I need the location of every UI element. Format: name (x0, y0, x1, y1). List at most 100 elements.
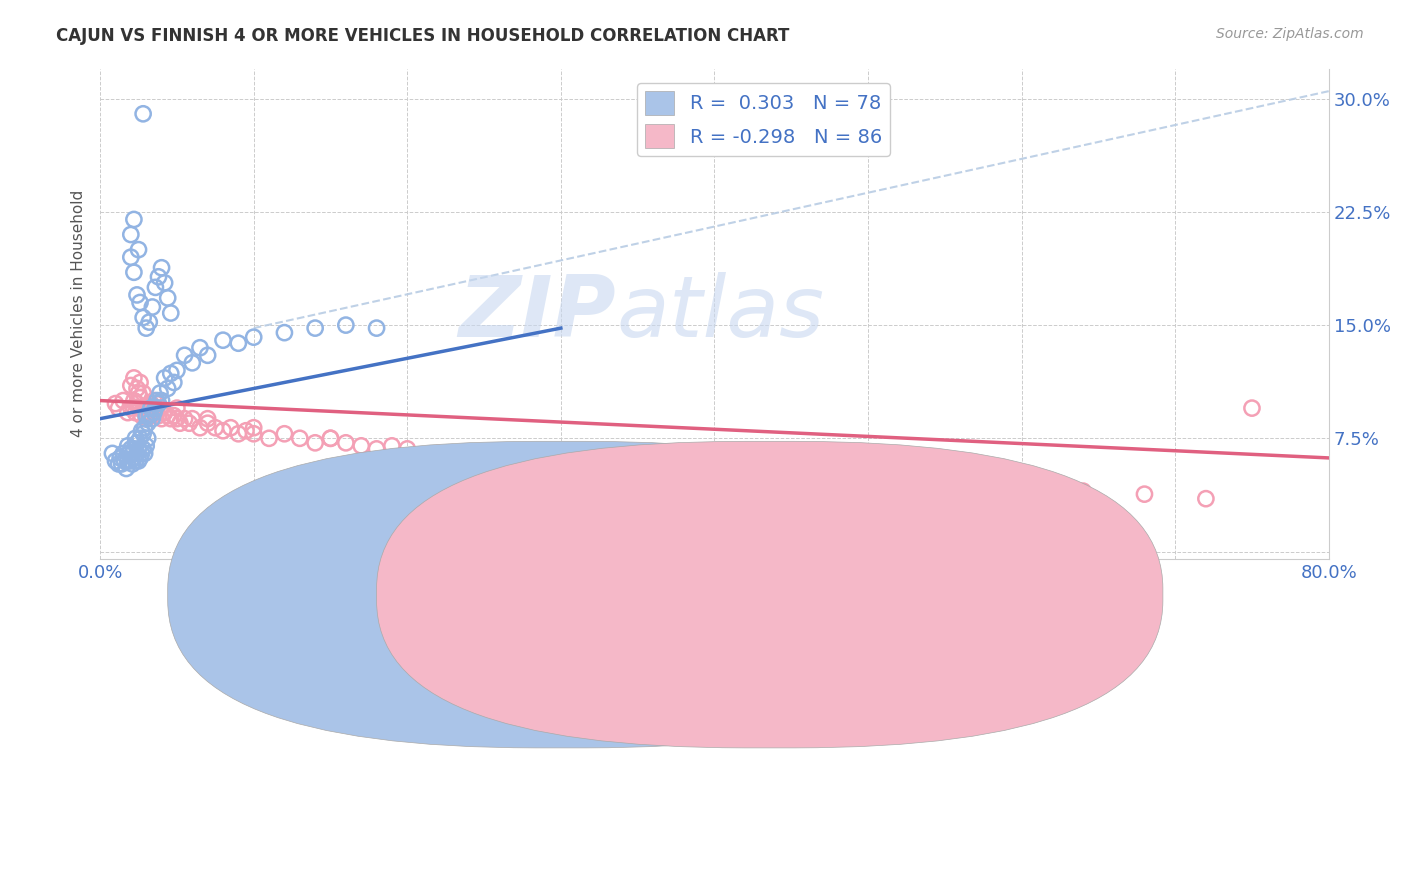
Point (138, 406, 160, 420)
Point (120, 378, 142, 392)
Point (212, 424, 235, 438)
Point (120, 250, 142, 264)
Point (949, 481, 972, 495)
Point (366, 442, 388, 456)
Point (142, 393, 165, 408)
Point (128, 386, 150, 401)
Point (118, 446, 141, 460)
Point (153, 276, 176, 290)
Text: Cajuns: Cajuns (586, 593, 647, 611)
Point (887, 476, 910, 491)
Point (228, 426, 250, 441)
Point (134, 446, 156, 460)
Point (122, 393, 145, 408)
Point (134, 406, 156, 420)
Point (128, 454, 150, 468)
Point (319, 431, 342, 445)
Point (132, 107, 155, 121)
Point (304, 435, 326, 450)
Point (703, 466, 725, 480)
Point (153, 371, 176, 385)
Text: CAJUN VS FINNISH 4 OR MORE VEHICLES IN HOUSEHOLD CORRELATION CHART: CAJUN VS FINNISH 4 OR MORE VEHICLES IN H… (56, 27, 790, 45)
Point (181, 356, 204, 370)
Point (734, 466, 756, 480)
Point (159, 411, 181, 425)
Point (197, 416, 219, 430)
Point (156, 409, 179, 423)
Point (132, 442, 155, 456)
Point (242, 421, 264, 435)
Point (148, 396, 170, 410)
Point (304, 321, 326, 335)
Point (181, 411, 204, 425)
Text: ZIP: ZIP (458, 272, 616, 355)
Point (204, 421, 226, 435)
Point (135, 411, 157, 425)
Point (457, 446, 479, 460)
Point (101, 446, 124, 460)
FancyBboxPatch shape (377, 442, 1163, 747)
Point (112, 393, 135, 408)
Point (163, 376, 186, 390)
Point (132, 386, 155, 401)
Point (242, 330, 264, 344)
Point (129, 391, 152, 405)
Point (122, 450, 145, 465)
Point (131, 409, 153, 423)
Point (197, 411, 219, 425)
Point (149, 386, 172, 401)
Point (114, 454, 136, 468)
Point (145, 401, 167, 416)
Point (1071, 484, 1094, 499)
Point (124, 431, 146, 445)
Point (188, 421, 211, 435)
Point (1195, 491, 1218, 506)
Point (146, 396, 169, 410)
Point (149, 401, 172, 416)
Point (166, 363, 188, 377)
Point (128, 442, 150, 456)
Point (124, 406, 146, 420)
Point (104, 396, 127, 410)
Point (132, 426, 155, 441)
Point (129, 376, 152, 390)
Point (197, 348, 219, 362)
Point (139, 396, 162, 410)
Point (108, 450, 131, 465)
Point (188, 341, 211, 355)
Point (135, 439, 157, 453)
Point (121, 457, 143, 471)
Point (107, 401, 129, 416)
Point (827, 472, 849, 486)
Point (145, 406, 167, 420)
Point (472, 446, 495, 460)
Point (145, 280, 167, 294)
Point (173, 411, 195, 425)
Point (129, 450, 152, 465)
Point (120, 454, 142, 468)
Point (212, 333, 235, 347)
Point (228, 336, 250, 351)
Point (173, 348, 195, 362)
Point (141, 411, 163, 425)
Point (122, 371, 145, 385)
Text: Finns: Finns (790, 593, 835, 611)
Point (159, 367, 181, 381)
Point (488, 450, 510, 465)
Point (128, 401, 150, 416)
Point (146, 393, 169, 408)
Point (150, 393, 173, 408)
Point (273, 426, 295, 441)
Point (121, 446, 143, 460)
Point (257, 431, 280, 445)
Point (129, 295, 152, 310)
Point (581, 457, 603, 471)
Point (128, 243, 150, 257)
Point (135, 409, 157, 423)
Point (1011, 481, 1033, 495)
FancyBboxPatch shape (167, 442, 955, 747)
Point (550, 454, 572, 468)
Point (381, 439, 404, 453)
Point (159, 306, 181, 320)
Point (235, 424, 257, 438)
